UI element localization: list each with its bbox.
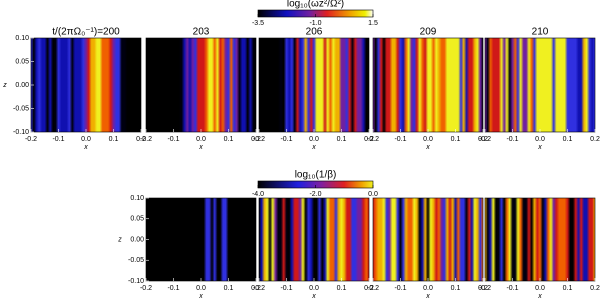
y-tick-label: -0.05 [13, 105, 29, 112]
colorbar-tick-label: -3.5 [252, 20, 264, 27]
x-tick-label: 0.0 [309, 285, 319, 292]
x-tick-label: 0.2 [251, 285, 261, 292]
colorbar-tick-label: -4.0 [252, 191, 264, 198]
x-tick-label: -0.2 [479, 136, 491, 143]
panel-title: 206 [306, 27, 323, 38]
x-tick-label: -0.1 [167, 136, 179, 143]
x-tick-label: -0.2 [253, 285, 265, 292]
x-tick-label: 0.2 [251, 136, 261, 143]
x-tick-label: 0.0 [196, 285, 206, 292]
x-tick-label: 0.2 [136, 136, 146, 143]
x-tick-label: 0.0 [423, 285, 433, 292]
x-tick-label: 0.0 [535, 285, 545, 292]
y-tick-label: 0.10 [15, 35, 29, 42]
y-tick-label: -0.05 [128, 257, 144, 264]
y-tick-label: 0.05 [130, 216, 144, 223]
x-tick-label: -0.1 [394, 136, 406, 143]
x-tick-label: 0.2 [364, 136, 374, 143]
x-tick-label: -0.1 [394, 285, 406, 292]
x-tick-label: -0.2 [140, 136, 152, 143]
x-tick-label: 0.1 [451, 136, 461, 143]
x-axis-label: x [83, 144, 88, 151]
x-tick-label: 0.0 [81, 136, 91, 143]
colorbar-tick-label: -2.0 [309, 191, 321, 198]
panel-image [145, 197, 257, 282]
x-tick-label: -0.1 [52, 136, 64, 143]
y-axis-label: z [117, 236, 122, 243]
y-axis-label: z [2, 82, 7, 89]
x-axis-label: x [425, 293, 430, 298]
y-tick-label: -0.10 [13, 129, 29, 136]
x-axis-label: x [425, 144, 430, 151]
y-tick-label: -0.10 [128, 278, 144, 285]
panel-image [145, 37, 257, 133]
x-tick-label: 0.0 [309, 136, 319, 143]
x-tick-label: -0.2 [367, 285, 379, 292]
y-tick-label: 0.10 [130, 195, 144, 202]
x-tick-label: 0.2 [590, 136, 600, 143]
x-tick-label: 0.1 [224, 285, 234, 292]
colorbar-tick-label: 0.0 [368, 191, 378, 198]
x-tick-label: 0.1 [451, 285, 461, 292]
colorbar-label: log₁₀(1/β) [295, 170, 337, 181]
x-tick-label: 0.1 [109, 136, 119, 143]
x-tick-label: -0.1 [167, 285, 179, 292]
x-tick-label: -0.2 [140, 285, 152, 292]
y-tick-label: 0.00 [15, 82, 29, 89]
y-tick-label: 0.00 [130, 236, 144, 243]
panel-title: 210 [532, 27, 549, 38]
x-tick-label: 0.1 [337, 285, 347, 292]
panel-image [372, 37, 484, 133]
x-tick-label: 0.2 [478, 285, 488, 292]
colorbar-label: log₁₀(ωz²/Ω²) [287, 0, 344, 10]
panel-image [484, 197, 596, 282]
x-tick-label: 0.1 [224, 136, 234, 143]
x-axis-label: x [537, 293, 542, 298]
x-tick-label: 0.0 [196, 136, 206, 143]
x-tick-label: -0.2 [25, 136, 37, 143]
x-tick-label: 0.1 [337, 136, 347, 143]
panel-image [372, 197, 484, 282]
x-axis-label: x [311, 293, 316, 298]
x-axis-label: x [537, 144, 542, 151]
y-tick-label: 0.05 [15, 58, 29, 65]
colorbar-tick-label: -1.0 [309, 20, 321, 27]
x-tick-label: -0.2 [253, 136, 265, 143]
x-tick-label: 0.1 [563, 136, 573, 143]
x-tick-label: -0.1 [280, 285, 292, 292]
x-tick-label: -0.1 [280, 136, 292, 143]
panel-image [258, 197, 370, 282]
colorbar-tick-label: 1.5 [368, 20, 378, 27]
x-tick-label: -0.1 [506, 285, 518, 292]
x-axis-label: x [311, 144, 316, 151]
x-tick-label: 0.2 [478, 136, 488, 143]
x-axis-label: x [198, 144, 203, 151]
x-tick-label: -0.2 [479, 285, 491, 292]
panel-title: t/(2πΩ₀⁻¹)=200 [52, 27, 120, 38]
x-tick-label: 0.2 [590, 285, 600, 292]
x-tick-label: -0.1 [506, 136, 518, 143]
x-tick-label: 0.2 [364, 285, 374, 292]
panel-image [30, 37, 142, 133]
panel-title: 203 [193, 27, 210, 38]
panel-title: 209 [420, 27, 437, 38]
x-tick-label: 0.1 [563, 285, 573, 292]
panel-image [258, 37, 370, 133]
x-tick-label: -0.2 [367, 136, 379, 143]
x-tick-label: 0.0 [535, 136, 545, 143]
x-axis-label: x [198, 293, 203, 298]
panel-image [484, 37, 596, 133]
x-tick-label: 0.0 [423, 136, 433, 143]
